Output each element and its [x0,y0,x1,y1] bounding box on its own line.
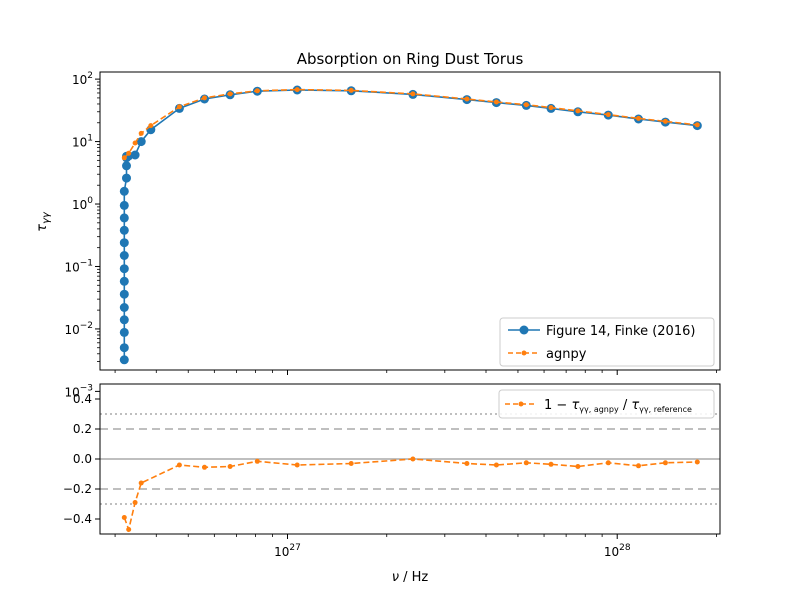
top-y-tick-label: 100 [72,196,93,212]
top-y-tick-label: 10−1 [64,258,93,274]
agnpy-data-point [202,95,207,101]
agnpy-data-point [662,118,668,124]
ratio-series-line [123,458,698,533]
finke-data-point [119,315,129,325]
top-y-tick-label: 10−2 [64,321,93,337]
bottom-legend-box [498,389,715,419]
agnpy-data-point [548,105,554,111]
bottom-y-tick-label: 0.2 [73,422,92,436]
ratio-data-point [548,461,554,467]
finke-data-point [119,303,129,312]
finke-data-point [119,225,129,235]
finke-data-point [119,186,129,196]
top-y-tick-label: 101 [72,134,93,150]
top-y-tick-label: 102 [72,71,93,87]
ratio-data-point [523,460,529,466]
ratio-data-point [132,500,138,505]
agnpy-data-point [410,91,416,97]
agnpy-data-point [605,112,611,118]
ratio-data-point [464,461,470,466]
ratio-data-point [575,464,581,469]
agnpy-data-point [694,122,700,128]
bottom-x-axis-label: ν / Hz [392,570,429,585]
ratio-data-point [202,464,207,470]
top-legend: Figure 14, Finke (2016) agnpy [499,317,715,367]
bottom-axes-frame [99,383,721,535]
ratio-data-point [126,527,132,532]
ratio-data-point [694,459,700,465]
top-y-tick-label: 10−3 [64,383,93,399]
agnpy-data-point [348,87,354,93]
finke-data-point [119,200,129,210]
agnpy-data-point [227,91,233,97]
ratio-data-point [636,463,641,469]
bottom-y-tick-label: −0.2 [63,482,92,496]
top-title: Absorption on Ring Dust Torus [297,50,524,68]
ratio-data-point [254,458,260,464]
agnpy-data-point [121,155,127,161]
bottom-panel: 1027 1028 0.4 0.2 0.0 −0.2 −0.4 1 − τγγ, agnpy… [63,383,721,585]
bottom-x-tick-label: 1028 [604,543,631,559]
top-panel: Absorption on Ring Dust Torus τγγ 10−310… [35,50,721,399]
top-legend-box [499,317,715,367]
bottom-y-tick-label: 0.4 [73,392,92,406]
finke-data-point [122,161,131,171]
legend-label-agnpy: agnpy [546,347,587,362]
legend-marker-ratio [518,401,524,407]
legend-label-finke: Figure 14, Finke (2016) [546,324,695,339]
ratio-data-point [138,480,144,486]
finke-data-point [136,137,146,147]
bottom-x-tick-label: 1027 [274,543,301,559]
agnpy-series-line [123,88,698,159]
ratio-data-point [662,460,668,466]
agnpy-data-point [636,115,641,121]
finke-data-point [119,327,129,337]
finke-data-point [130,150,140,160]
legend-marker-agnpy [521,350,527,356]
agnpy-data-point [126,150,132,156]
agnpy-data-point [176,104,182,110]
finke-data-point [119,276,129,286]
ratio-data-point [121,515,127,520]
top-axes-frame [99,71,721,371]
finke-data-point [119,355,129,365]
ratio-data-point [176,462,182,468]
ratio-data-point [410,456,416,462]
bottom-y-tick-label: 0.0 [73,452,92,466]
ratio-data-point [227,464,233,469]
finke-data-point [119,251,129,260]
agnpy-data-point [575,108,581,114]
ratio-data-point [605,460,611,466]
bottom-y-tick-label: −0.4 [63,512,92,526]
legend-marker-finke [519,325,529,335]
agnpy-data-point [523,102,529,108]
agnpy-data-point [148,123,154,129]
bottom-legend: 1 − τγγ, agnpy / τγγ, reference [498,389,715,419]
agnpy-data-point [138,130,144,136]
agnpy-data-point [493,99,499,105]
finke-data-point [119,289,129,299]
finke-data-point [119,264,129,274]
finke-data-point [122,173,131,183]
agnpy-data-point [132,140,138,146]
ratio-data-point [493,462,499,468]
finke-data-point [119,238,129,248]
agnpy-data-point [254,88,260,94]
ratio-data-point [294,462,300,468]
finke-data-point [119,343,129,353]
finke-data-point [119,213,129,223]
ratio-data-point [348,461,354,466]
agnpy-data-point [294,87,300,93]
top-plot-area: 10−3 10−2 10−1 100 101 102 [64,71,717,399]
agnpy-data-point [464,96,470,102]
